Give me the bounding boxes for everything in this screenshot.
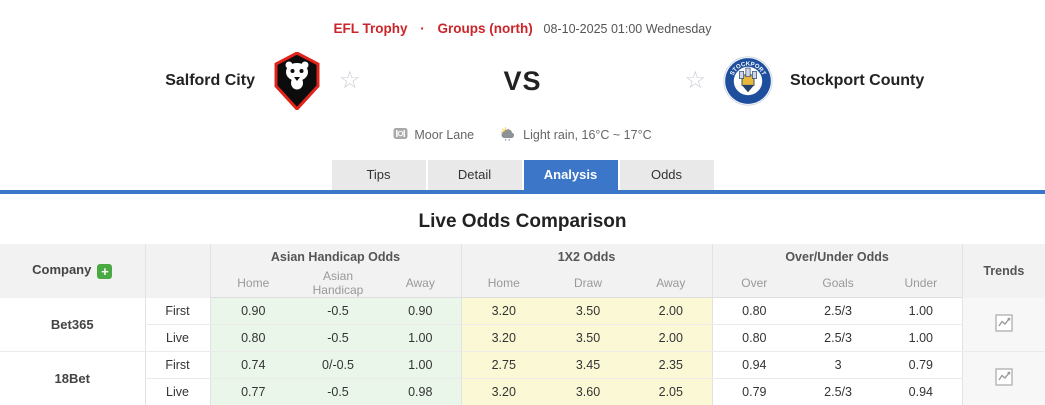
tab-tips[interactable]: Tips (331, 160, 426, 190)
odds-value: 2.5/3 (796, 297, 881, 325)
venue-name: Moor Lane (414, 128, 475, 142)
odds-value: 2.75 (460, 351, 547, 379)
vs-label: VS (503, 65, 542, 96)
odds-value: 2.5/3 (796, 378, 881, 405)
table-row: Live 0.80 -0.5 1.00 3.20 3.50 2.00 0.80 … (0, 324, 1045, 352)
odds-value: 3.50 (546, 324, 631, 352)
league-group-link[interactable]: Groups (north) (437, 21, 533, 36)
tab-odds[interactable]: Odds (619, 160, 714, 190)
home-favorite-star-icon[interactable]: ☆ (338, 67, 361, 94)
odds-value: 2.5/3 (796, 324, 881, 352)
match-info-row: Moor Lane Light rain, 16°C ~ 17°C (0, 125, 1045, 145)
odds-value: 3.20 (460, 378, 547, 405)
company-bet365[interactable]: Bet365 (0, 297, 145, 352)
home-team-block: Salford City ☆ (0, 52, 463, 110)
away-favorite-star-icon[interactable]: ☆ (684, 67, 707, 94)
odds-value: 2.00 (630, 324, 713, 352)
line-type-label: Live (144, 324, 210, 352)
odds-value: 2.00 (630, 297, 713, 325)
teams-row: Salford City ☆ VS ☆ (0, 50, 1045, 112)
add-company-plus-icon[interactable]: + (97, 264, 113, 280)
odds-value: 3.20 (460, 324, 547, 352)
ah-away-subheader: Away (380, 269, 462, 298)
odds-value: 0.94 (711, 351, 797, 379)
odds-value: -0.5 (296, 378, 380, 405)
ou-goals-subheader: Goals (796, 269, 881, 298)
odds-value: 2.35 (630, 351, 713, 379)
ah-handicap-subheader: Asian Handicap (296, 269, 380, 298)
odds-value: 1.00 (880, 297, 963, 325)
separator-dot: · (420, 21, 425, 36)
stadium-icon (393, 127, 408, 143)
line-type-label: Live (144, 378, 210, 405)
live-odds-table: Company + Asian Handicap Odds 1X2 Odds Ov… (0, 244, 1045, 405)
away-team-crest-icon: STOCKPORT COUNTY FC (723, 52, 773, 110)
weather-text: Light rain, 16°C ~ 17°C (523, 128, 652, 142)
trends-cell (961, 351, 1045, 405)
line-type-column-header (144, 244, 210, 298)
odds-value: 3 (796, 351, 881, 379)
odds-value: 1.00 (380, 351, 462, 379)
light-rain-icon (500, 126, 517, 144)
away-team-block: ☆ STOCKPORT COUNTY FC (583, 52, 1045, 110)
odds-value: 0/-0.5 (296, 351, 380, 379)
line-chart-icon[interactable] (995, 368, 1013, 386)
tabs-active-underline (0, 190, 1045, 194)
company-header-label: Company (32, 262, 92, 278)
odds-value: 3.20 (460, 297, 547, 325)
line-chart-icon[interactable] (995, 314, 1013, 332)
odds-value: 0.98 (380, 378, 462, 405)
odds-value: 0.80 (711, 297, 797, 325)
1x2-away-subheader: Away (630, 269, 713, 298)
section-title: Live Odds Comparison (418, 211, 627, 232)
odds-value: 0.77 (209, 378, 296, 405)
tabs-bar: Tips Detail Analysis Odds (0, 160, 1045, 194)
trends-cell (961, 297, 1045, 352)
ou-under-subheader: Under (880, 269, 963, 298)
1x2-home-subheader: Home (460, 269, 547, 298)
odds-value: 0.80 (711, 324, 797, 352)
odds-value: 0.79 (711, 378, 797, 405)
away-team-name[interactable]: Stockport County (790, 72, 925, 89)
match-datetime: 08-10-2025 01:00 Wednesday (543, 22, 712, 36)
ah-home-subheader: Home (209, 269, 296, 298)
league-header: EFL Trophy · Groups (north) 08-10-2025 0… (0, 0, 1045, 39)
venue-item: Moor Lane (393, 127, 474, 143)
company-18bet[interactable]: 18Bet (0, 351, 145, 405)
1x2-group-header: 1X2 Odds (460, 244, 713, 269)
line-type-label: First (144, 297, 210, 325)
table-row: Bet365 First 0.90 -0.5 0.90 3.20 3.50 2.… (0, 297, 1045, 352)
odds-value: 0.90 (209, 297, 296, 325)
odds-value: 0.74 (209, 351, 296, 379)
company-column-header: Company + (0, 244, 145, 298)
1x2-draw-subheader: Draw (546, 269, 631, 298)
home-team-name[interactable]: Salford City (165, 72, 255, 89)
odds-value: 1.00 (880, 324, 963, 352)
over-under-group-header: Over/Under Odds (711, 244, 963, 269)
odds-value: -0.5 (296, 324, 380, 352)
ou-over-subheader: Over (711, 269, 797, 298)
odds-value: 0.80 (209, 324, 296, 352)
weather-item: Light rain, 16°C ~ 17°C (500, 126, 652, 144)
tab-detail[interactable]: Detail (427, 160, 522, 190)
table-row: 18Bet First 0.74 0/-0.5 1.00 2.75 3.45 2… (0, 351, 1045, 405)
odds-value: 2.05 (630, 378, 713, 405)
line-type-label: First (144, 351, 210, 379)
asian-handicap-group-header: Asian Handicap Odds (209, 244, 462, 269)
table-row: Live 0.77 -0.5 0.98 3.20 3.60 2.05 0.79 … (0, 378, 1045, 405)
home-team-crest-icon (272, 52, 322, 110)
odds-value: 3.60 (546, 378, 631, 405)
league-link[interactable]: EFL Trophy (333, 21, 408, 36)
odds-value: 0.94 (880, 378, 963, 405)
odds-value: 0.79 (880, 351, 963, 379)
odds-value: 3.50 (546, 297, 631, 325)
odds-value: 1.00 (380, 324, 462, 352)
tab-analysis[interactable]: Analysis (523, 160, 618, 190)
trends-column-header: Trends (961, 244, 1045, 298)
odds-value: 0.90 (380, 297, 462, 325)
odds-value: 3.45 (546, 351, 631, 379)
odds-value: -0.5 (296, 297, 380, 325)
